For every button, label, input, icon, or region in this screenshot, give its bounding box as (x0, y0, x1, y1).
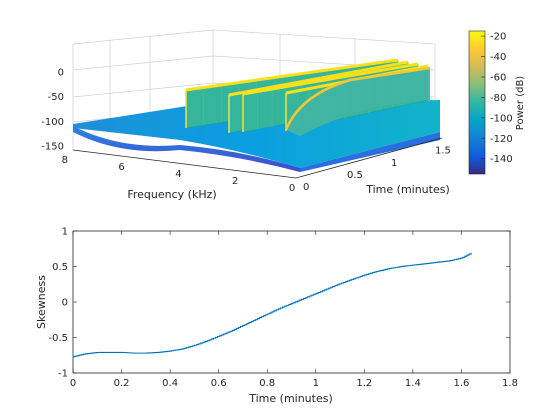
z-axis-ticks: 0 -50 -100 -150 (41, 68, 64, 153)
z-tick-label: -50 (48, 92, 64, 103)
x-tick-label: 0.8 (259, 378, 275, 389)
time-axis-ticks-3d: 0 0.5 1 1.5 (303, 146, 451, 193)
colorbar-ticks: -20 -40 -60 -80 -100 -120 -140 (481, 32, 513, 165)
y-tick-label: 0 (62, 298, 68, 309)
x-tick-label: 0.4 (162, 378, 178, 389)
burst-ridges (185, 58, 431, 136)
y-tick-label: -1 (58, 369, 68, 380)
burst-peak-edge (242, 62, 419, 96)
surface-rising-edge (284, 66, 431, 131)
plot-area (72, 230, 511, 374)
surface-front-edge (73, 126, 300, 172)
y-tick-label: 0.5 (52, 262, 68, 273)
x-tick-label: 0.2 (114, 378, 130, 389)
colorbar-tick-label: -40 (490, 52, 506, 63)
surface-rising-sheet (286, 68, 430, 136)
colorbar-tick-label: -20 (490, 32, 506, 43)
skewness-panel: 0 0.2 0.4 0.6 0.8 1 1.2 1.4 1.6 1.8 1 0.5 0 -0.5 -1 T… (35, 227, 518, 406)
frequency-tick-label: 8 (62, 155, 68, 166)
time-tick-label-3d: 1.5 (435, 146, 451, 157)
time-tick-label-3d: 0 (303, 182, 309, 193)
frequency-tick-label: 6 (118, 162, 124, 173)
colorbar: -20 -40 -60 -80 -100 -120 -140 Power (dB) (468, 30, 526, 175)
time-tick-label-3d: 0.5 (347, 170, 363, 181)
z-tick-label: -100 (41, 117, 64, 128)
x-tick-label: 1.2 (356, 378, 372, 389)
spectrogram-3d-panel: 0 -50 -100 -150 8 6 4 2 0 0 0.5 1 1.5 Frequency (k… (41, 29, 451, 201)
z-tick-label: -150 (41, 142, 64, 153)
time-axis-label-3d: Time (minutes) (365, 183, 450, 196)
x-axis-label: Time (minutes) (248, 392, 333, 405)
colorbar-tick-label: -100 (490, 113, 513, 124)
skewness-series-line (73, 253, 472, 358)
time-tick-label-3d: 1 (391, 158, 397, 169)
frequency-axis-ticks: 8 6 4 2 0 (62, 155, 296, 194)
colorbar-tick-label: -80 (490, 93, 506, 104)
x-tick-label: 1.8 (502, 378, 518, 389)
y-axis-label: Skewness (35, 275, 48, 329)
y-tick-label: 1 (62, 227, 68, 238)
frequency-axis-label: Frequency (kHz) (127, 188, 216, 201)
frequency-axis-line (72, 149, 297, 179)
x-tick-label: 1 (313, 378, 319, 389)
x-tick-label: 0 (70, 378, 76, 389)
frequency-tick-label: 4 (175, 169, 181, 180)
colorbar-gradient (468, 30, 486, 175)
colorbar-tick-label: -140 (490, 154, 513, 165)
burst-peak-edge (228, 60, 409, 97)
colorbar-tick-label: -120 (490, 134, 513, 145)
colorbar-tick-label: -60 (490, 72, 506, 83)
y-axis-ticks: 1 0.5 0 -0.5 -1 (48, 227, 510, 380)
frequency-tick-label: 2 (232, 176, 238, 187)
x-tick-label: 0.6 (211, 378, 227, 389)
z-tick-label: 0 (58, 68, 64, 79)
frequency-tick-label: 0 (289, 183, 295, 194)
x-tick-label: 1.6 (453, 378, 469, 389)
surface-right-edge (300, 132, 440, 172)
burst-peak-edge (185, 58, 399, 92)
y-tick-label: -0.5 (48, 333, 68, 344)
time-axis-line (295, 137, 443, 179)
colorbar-label: Power (dB) (515, 76, 526, 131)
x-tick-label: 1.4 (405, 378, 421, 389)
x-axis-ticks: 0 0.2 0.4 0.6 0.8 1 1.2 1.4 1.6 1.8 (70, 231, 518, 389)
